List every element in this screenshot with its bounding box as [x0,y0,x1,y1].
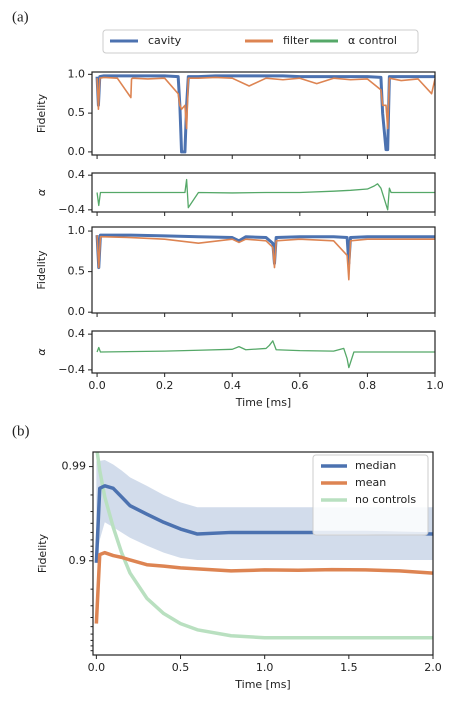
series-line [94,550,433,624]
y-tick-label: 0.4 [68,168,86,181]
series-line [95,452,433,640]
x-tick-label: 0.5 [172,661,190,674]
y-tick-label: −0.4 [58,363,85,376]
series-line [95,74,435,154]
series-line [96,235,435,281]
y-tick-label: −0.4 [58,203,85,216]
plot-area [95,233,435,281]
y-axis-label: α [35,188,48,196]
y-tick-label: 0.0 [68,145,86,158]
legend-label: filter [283,34,309,47]
panel-label: (b) [12,423,30,439]
y-tick-label: 0.9 [69,554,87,567]
series-line [95,233,435,270]
legend-label: cavity [148,34,182,47]
panel-label: (a) [12,9,29,25]
x-axis-label: Time [ms] [235,396,291,409]
series-line [96,340,435,369]
y-axis-label: Fidelity [35,250,48,290]
x-axis-label: Time [ms] [234,678,290,691]
plot-area [95,74,435,154]
axes-frame [92,451,434,656]
plot-area [96,340,435,369]
x-tick-label: 0.4 [223,379,241,392]
x-tick-label: 0.6 [291,379,309,392]
plot-area [96,178,435,211]
x-tick-label: 1.5 [340,661,358,674]
axes-frame [91,330,436,374]
x-tick-label: 2.0 [424,661,442,674]
y-axis-label: Fidelity [36,533,49,573]
legend-label: α control [348,34,397,47]
legend-box [312,454,429,536]
series-line [96,76,435,130]
y-tick-label: 0.5 [68,265,86,278]
x-tick-label: 1.0 [426,379,444,392]
x-tick-label: 0.0 [88,379,106,392]
legend-label: mean [355,476,386,489]
y-axis-label: Fidelity [35,93,48,133]
y-tick-label: 1.0 [68,224,86,237]
legend-label: median [355,459,396,472]
x-tick-label: 0.8 [359,379,377,392]
x-tick-label: 1.0 [256,661,274,674]
axes-frame [91,172,436,213]
y-tick-label: 0.5 [68,106,86,119]
x-tick-label: 0.2 [156,379,174,392]
axes-frame [91,226,436,314]
y-tick-label: 1.0 [68,67,86,80]
y-tick-label: 0.0 [68,305,86,318]
legend-label: no controls [355,493,416,506]
confidence-band [96,459,433,561]
series-line [96,178,435,211]
y-tick-label: 0.4 [68,327,86,340]
y-axis-label: α [35,348,48,356]
x-tick-label: 0.0 [88,661,106,674]
y-tick-label: 0.99 [62,460,87,473]
